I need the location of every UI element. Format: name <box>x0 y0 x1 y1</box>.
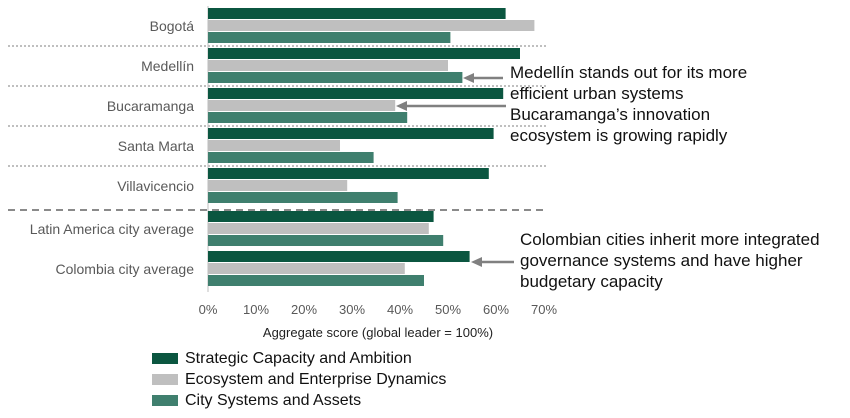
legend-item-strategic: Strategic Capacity and Ambition <box>152 348 446 369</box>
bar-3-3 <box>208 112 408 123</box>
tick-labels: 0% 10% 20% 30% 40% 50% 60% 70% <box>199 302 558 317</box>
category-label: Medellín <box>141 58 194 74</box>
annotation-arrows <box>396 73 514 267</box>
bar-1-7 <box>208 251 470 262</box>
bar-2-4 <box>208 140 340 151</box>
tick-label: 30% <box>339 302 365 317</box>
x-axis-label: Aggregate score (global leader = 100%) <box>263 325 493 340</box>
category-labels: Bogotá Medellín Bucaramanga Santa Marta Vill… <box>30 18 194 277</box>
bar-1-4 <box>208 128 494 139</box>
bar-3-2 <box>208 72 463 83</box>
arrow-medellin-head <box>463 73 474 83</box>
tick-label: 40% <box>387 302 413 317</box>
bar-2-2 <box>208 60 448 71</box>
bar-1-2 <box>208 48 520 59</box>
tick-label: 60% <box>483 302 509 317</box>
bars <box>208 8 535 286</box>
tick-label: 10% <box>243 302 269 317</box>
legend-swatch <box>152 374 178 385</box>
annotation-medellin: Medellín stands out for its more efficie… <box>510 63 748 103</box>
tick-label: 20% <box>291 302 317 317</box>
bar-3-6 <box>208 235 444 246</box>
legend-item-city-systems: City Systems and Assets <box>152 390 446 411</box>
bar-1-3 <box>208 88 504 99</box>
category-label: Colombia city average <box>55 261 194 277</box>
legend-swatch <box>152 395 178 406</box>
tick-label: 70% <box>531 302 557 317</box>
arrow-bucaramanga-head <box>396 101 407 111</box>
arrow-colombia-head <box>471 257 482 267</box>
bar-1-5 <box>208 168 489 179</box>
bar-2-1 <box>208 20 535 31</box>
category-label: Santa Marta <box>118 138 194 154</box>
bar-3-7 <box>208 275 424 286</box>
tick-label: 0% <box>199 302 218 317</box>
legend-label: City Systems and Assets <box>185 391 362 409</box>
legend-label: Ecosystem and Enterprise Dynamics <box>185 370 447 388</box>
bar-3-4 <box>208 152 374 163</box>
bar-1-6 <box>208 211 434 222</box>
bar-2-3 <box>208 100 396 111</box>
tick-label: 50% <box>435 302 461 317</box>
bar-3-5 <box>208 192 398 203</box>
annotation-bucaramanga: Bucaramanga’s innovation ecosystem is gr… <box>510 105 728 145</box>
category-label: Latin America city average <box>30 221 194 237</box>
bar-2-7 <box>208 263 405 274</box>
bar-2-5 <box>208 180 348 191</box>
bar-3-1 <box>208 32 451 43</box>
legend-label: Strategic Capacity and Ambition <box>185 349 412 367</box>
category-label: Bucaramanga <box>107 98 194 114</box>
legend-item-ecosystem: Ecosystem and Enterprise Dynamics <box>152 369 446 390</box>
category-label: Bogotá <box>150 18 195 34</box>
legend: Strategic Capacity and Ambition Ecosyste… <box>152 348 446 411</box>
bar-1-1 <box>208 8 506 19</box>
category-label: Villavicencio <box>117 178 194 194</box>
legend-swatch <box>152 353 178 364</box>
bar-2-6 <box>208 223 429 234</box>
annotation-colombia: Colombian cities inherit more integrated… <box>520 230 820 291</box>
